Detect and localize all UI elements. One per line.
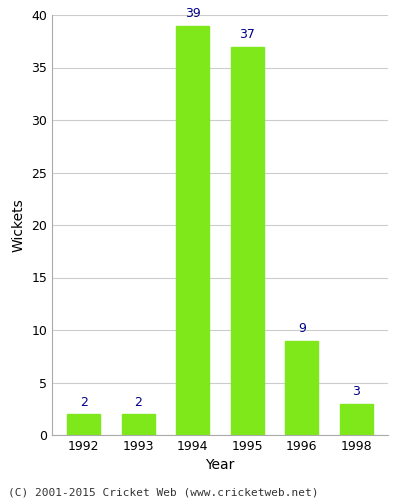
Text: 9: 9 [298, 322, 306, 335]
X-axis label: Year: Year [205, 458, 235, 472]
Y-axis label: Wickets: Wickets [12, 198, 26, 252]
Bar [122, 414, 154, 435]
Bar [231, 46, 264, 435]
Bar [286, 340, 318, 435]
Text: (C) 2001-2015 Cricket Web (www.cricketweb.net): (C) 2001-2015 Cricket Web (www.cricketwe… [8, 488, 318, 498]
Text: 2: 2 [80, 396, 88, 409]
Text: 3: 3 [352, 385, 360, 398]
Text: 2: 2 [134, 396, 142, 409]
Bar [67, 414, 100, 435]
Text: 37: 37 [239, 28, 255, 42]
Bar [340, 404, 373, 435]
Text: 39: 39 [185, 7, 201, 20]
Bar [176, 26, 209, 435]
